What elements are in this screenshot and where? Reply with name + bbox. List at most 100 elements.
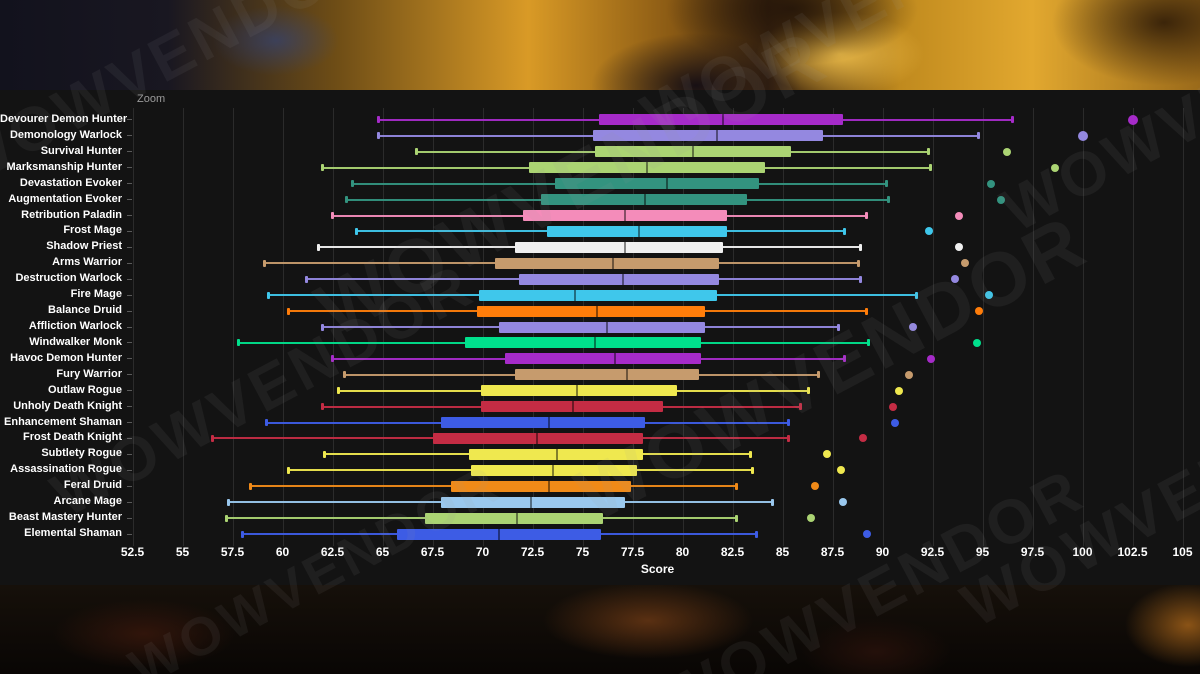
whisker-cap-max	[771, 498, 774, 506]
box	[504, 353, 701, 365]
gridline	[232, 108, 234, 546]
axis-tick	[126, 199, 132, 201]
whisker-cap-max	[885, 180, 888, 188]
gridline	[1132, 108, 1134, 546]
outlier-dot	[950, 275, 959, 284]
whisker-cap-max	[887, 196, 890, 204]
box	[598, 114, 843, 126]
whisker-cap-max	[865, 212, 868, 220]
x-tick-label: 97.5	[1020, 545, 1045, 559]
axis-tick	[126, 310, 132, 312]
median-line	[555, 448, 558, 460]
axis-tick	[126, 437, 132, 439]
whisker-cap-max	[751, 466, 754, 474]
x-tick-label: 100	[1072, 545, 1093, 559]
whisker-cap-max	[927, 148, 930, 156]
box	[470, 464, 637, 476]
zoom-label: Zoom	[137, 93, 166, 105]
whisker-cap-max	[929, 164, 932, 172]
whisker-cap-min	[265, 419, 268, 427]
whisker-cap-min	[337, 387, 340, 395]
outlier-dot	[984, 291, 993, 300]
box	[480, 401, 663, 413]
median-line	[573, 289, 576, 301]
box	[478, 289, 717, 301]
gridline	[132, 108, 134, 546]
outlier-dot	[822, 450, 831, 459]
outlier-dot	[894, 386, 903, 395]
x-tick-label: 80	[675, 545, 690, 559]
median-line	[623, 241, 626, 253]
y-axis-label: Retribution Paladin	[21, 208, 122, 221]
y-axis-label: Arms Warrior	[52, 256, 122, 269]
whisker-cap-min	[317, 243, 320, 251]
x-tick-label: 60	[275, 545, 290, 559]
x-tick-label: 105	[1172, 545, 1193, 559]
outlier-dot	[862, 530, 871, 539]
whisker-cap-min	[225, 514, 228, 522]
median-line	[611, 257, 614, 269]
box	[424, 512, 603, 524]
whisker-cap-max	[755, 530, 758, 538]
whisker-cap-max	[859, 243, 862, 251]
whisker-cap-min	[351, 180, 354, 188]
whisker-cap-min	[355, 227, 358, 235]
outlier-dot	[908, 323, 917, 331]
x-tick-label: 85	[775, 545, 790, 559]
box	[440, 417, 645, 429]
median-line	[547, 480, 550, 492]
axis-tick	[126, 358, 132, 360]
box	[540, 194, 747, 206]
y-axis-label: Beast Mastery Hunter	[8, 511, 122, 524]
y-axis-label: Elemental Shaman	[24, 527, 122, 540]
box	[514, 241, 723, 253]
axis-tick	[126, 135, 132, 137]
whisker-cap-max	[799, 403, 802, 411]
median-line	[529, 496, 532, 508]
median-line	[665, 178, 668, 190]
y-axis-label: Enhancement Shaman	[4, 415, 122, 428]
outlier-dot	[888, 402, 897, 411]
axis-tick	[126, 326, 132, 328]
box	[432, 432, 643, 444]
y-axis-label: Devourer Demon Hunter	[0, 112, 128, 125]
axis-tick	[126, 533, 132, 535]
whisker-cap-min	[227, 498, 230, 506]
outlier-dot	[1127, 114, 1138, 125]
axis-tick	[126, 278, 132, 280]
box	[592, 130, 823, 142]
y-axis-label: Demonology Warlock	[9, 128, 122, 141]
x-tick-label: 57.5	[220, 545, 245, 559]
whisker-cap-min	[331, 355, 334, 363]
y-axis-label: Marksmanship Hunter	[6, 160, 122, 173]
whisker-cap-min	[267, 291, 270, 299]
median-line	[595, 305, 598, 317]
plot-area[interactable]	[126, 108, 1184, 546]
outlier-dot	[858, 434, 867, 443]
gridline	[1082, 108, 1084, 546]
whisker-cap-max	[837, 323, 840, 331]
gridline	[182, 108, 184, 546]
whisker-cap-max	[787, 419, 790, 427]
y-axis-label: Shadow Priest	[46, 240, 122, 253]
whisker-cap-min	[263, 259, 266, 267]
whisker-cap-max	[867, 339, 870, 347]
y-axis-label: Affliction Warlock	[28, 320, 122, 332]
y-axis-label: Fury Warrior	[56, 367, 122, 380]
whisker-cap-min	[321, 164, 324, 172]
whisker-cap-max	[859, 275, 862, 283]
y-axis-label: Havoc Demon Hunter	[10, 351, 122, 364]
median-line	[571, 401, 574, 413]
box	[498, 321, 705, 333]
outlier-dot	[1002, 147, 1011, 156]
whisker-cap-max	[787, 434, 790, 442]
whisker-cap-min	[345, 196, 348, 204]
outlier-dot	[954, 243, 963, 252]
whisker-cap-min	[305, 275, 308, 283]
box	[450, 480, 631, 492]
box	[546, 225, 727, 237]
outlier-dot	[806, 514, 815, 523]
whisker-cap-min	[249, 482, 252, 490]
gridline	[1182, 108, 1184, 546]
